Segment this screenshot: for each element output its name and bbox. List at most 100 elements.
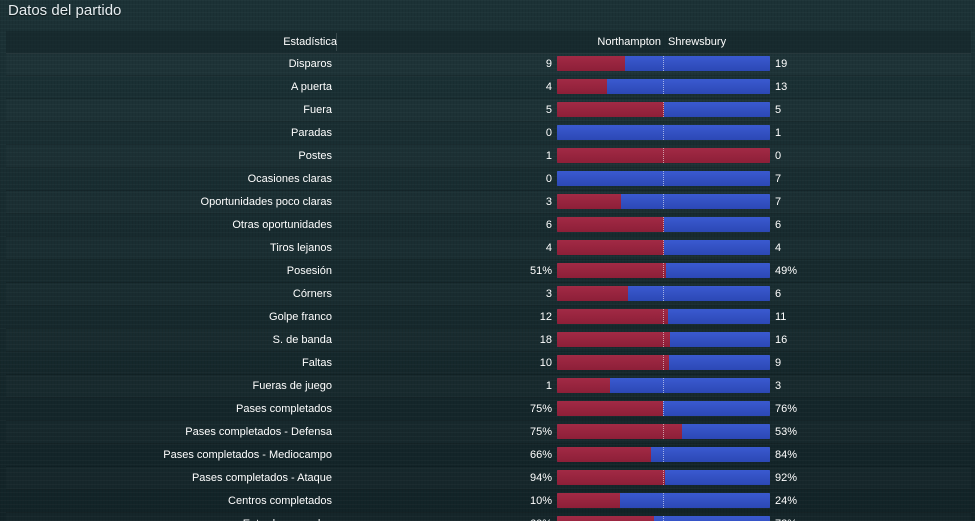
away-bar-fill <box>607 79 770 94</box>
stat-label: Córners <box>292 288 332 300</box>
away-value: 5 <box>775 104 782 116</box>
column-header-stat[interactable]: Estadística <box>283 36 337 48</box>
stat-row: Disparos 9 19 <box>6 53 971 76</box>
comparison-bar <box>557 102 770 117</box>
stat-label: Oportunidades poco claras <box>200 196 332 208</box>
stat-label: Tiros lejanos <box>270 242 332 254</box>
home-bar-fill <box>557 263 666 278</box>
stat-row: Fuera 5 5 <box>6 99 971 122</box>
home-value: 1 <box>545 150 552 162</box>
home-value: 0 <box>545 173 552 185</box>
home-value: 75% <box>529 403 552 415</box>
comparison-bar <box>557 378 770 393</box>
away-bar-fill <box>665 470 770 485</box>
stat-row: S. de banda 18 16 <box>6 329 971 352</box>
stat-row: Córners 3 6 <box>6 283 971 306</box>
away-bar-fill <box>654 516 770 521</box>
bar-midline <box>663 148 665 163</box>
comparison-bar <box>557 171 770 186</box>
stat-label: Disparos <box>288 58 332 70</box>
bar-midline <box>663 516 665 521</box>
stats-table-header: Estadística Northampton Shrewsbury <box>6 31 971 54</box>
stat-row: Pases completados - Ataque 94% 92% <box>6 467 971 490</box>
stat-row: Oportunidades poco claras 3 7 <box>6 191 971 214</box>
comparison-bar <box>557 240 770 255</box>
away-value: 4 <box>775 242 782 254</box>
away-bar-fill <box>651 447 770 462</box>
away-value: 7 <box>775 196 782 208</box>
away-bar-fill <box>663 401 770 416</box>
home-bar-fill <box>557 286 628 301</box>
bar-midline <box>663 102 665 117</box>
away-value: 84% <box>775 449 798 461</box>
home-value: 10% <box>529 495 552 507</box>
away-bar-fill <box>620 493 770 508</box>
away-value: 3 <box>775 380 782 392</box>
away-bar-fill <box>621 194 770 209</box>
away-value: 0 <box>775 150 782 162</box>
comparison-bar <box>557 125 770 140</box>
home-value: 5 <box>545 104 552 116</box>
home-value: 75% <box>529 426 552 438</box>
stat-label: A puerta <box>291 81 332 93</box>
home-value: 18 <box>539 334 552 346</box>
stat-row: Pases completados 75% 76% <box>6 398 971 421</box>
stat-label: Paradas <box>291 127 332 139</box>
stat-label: Faltas <box>302 357 332 369</box>
away-bar-fill <box>669 355 770 370</box>
bar-midline <box>663 171 665 186</box>
bar-midline <box>663 263 665 278</box>
away-bar-fill <box>610 378 770 393</box>
column-header-away-team[interactable]: Shrewsbury <box>668 36 727 48</box>
home-bar-fill <box>557 56 625 71</box>
away-value: 13 <box>775 81 788 93</box>
comparison-bar <box>557 286 770 301</box>
stat-label: S. de banda <box>272 334 332 346</box>
away-value: 11 <box>775 311 787 323</box>
bar-midline <box>663 56 665 71</box>
bar-midline <box>663 286 665 301</box>
home-bar-fill <box>557 424 682 439</box>
away-bar-fill <box>668 309 770 324</box>
away-bar-fill <box>664 240 770 255</box>
away-value: 49% <box>775 265 798 277</box>
away-value: 24% <box>775 495 798 507</box>
stat-label: Pases completados <box>236 403 332 415</box>
home-value: 4 <box>545 81 552 93</box>
away-bar-fill <box>625 56 770 71</box>
bar-midline <box>663 240 665 255</box>
home-value: 4 <box>545 242 552 254</box>
bar-midline <box>663 309 665 324</box>
stats-table-body: Disparos 9 19 A puerta 4 13 Fuera 5 5 Paradas 0 1 Po… <box>6 53 971 521</box>
column-divider <box>336 33 337 51</box>
home-bar-fill <box>557 194 621 209</box>
comparison-bar <box>557 447 770 462</box>
comparison-bar <box>557 470 770 485</box>
comparison-bar <box>557 263 770 278</box>
away-bar-fill <box>682 424 770 439</box>
stat-label: Entradas ganadas <box>243 518 332 521</box>
comparison-bar <box>557 332 770 347</box>
home-bar-fill <box>557 447 651 462</box>
stat-row: Tiros lejanos 4 4 <box>6 237 971 260</box>
stat-label: Pases completados - Defensa <box>185 426 332 438</box>
bar-midline <box>663 355 665 370</box>
home-value: 51% <box>529 265 552 277</box>
bar-midline <box>663 378 665 393</box>
bar-midline <box>663 125 665 140</box>
home-bar-fill <box>557 378 610 393</box>
column-header-home-team[interactable]: Northampton <box>597 36 661 48</box>
stat-label: Golpe franco <box>269 311 332 323</box>
away-value: 9 <box>775 357 782 369</box>
away-bar-fill <box>670 332 770 347</box>
stat-row: Golpe franco 12 11 <box>6 306 971 329</box>
stat-label: Postes <box>298 150 332 162</box>
home-value: 3 <box>545 288 552 300</box>
home-value: 66% <box>529 449 552 461</box>
comparison-bar <box>557 401 770 416</box>
away-bar-fill <box>664 217 770 232</box>
home-bar-fill <box>557 79 607 94</box>
stat-label: Otras oportunidades <box>232 219 332 231</box>
bar-midline <box>663 217 665 232</box>
stat-row: Pases completados - Defensa 75% 53% <box>6 421 971 444</box>
